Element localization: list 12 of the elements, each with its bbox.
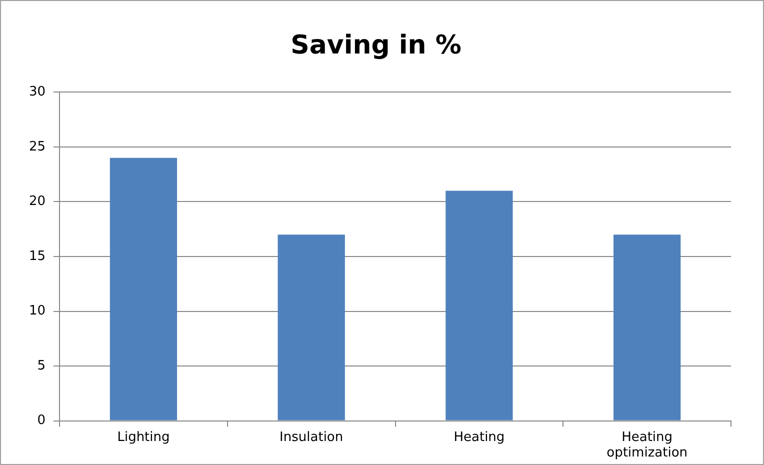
chart-title: Saving in %: [290, 30, 462, 60]
x-tick-label: Insulation: [280, 430, 344, 445]
y-tick-label: 10: [28, 304, 46, 319]
x-tick-label: Lighting: [117, 430, 170, 445]
y-tick-label: 25: [28, 139, 46, 154]
x-tick-label: Heating optimization: [606, 430, 688, 461]
y-tick-label: 20: [28, 194, 46, 210]
x-tick-label: Heating: [454, 430, 505, 445]
y-tick-label: 15: [28, 248, 46, 264]
y-tick-label: 0: [37, 413, 46, 428]
y-tick-label: 30: [28, 84, 46, 100]
y-tick-label: 5: [37, 358, 46, 374]
